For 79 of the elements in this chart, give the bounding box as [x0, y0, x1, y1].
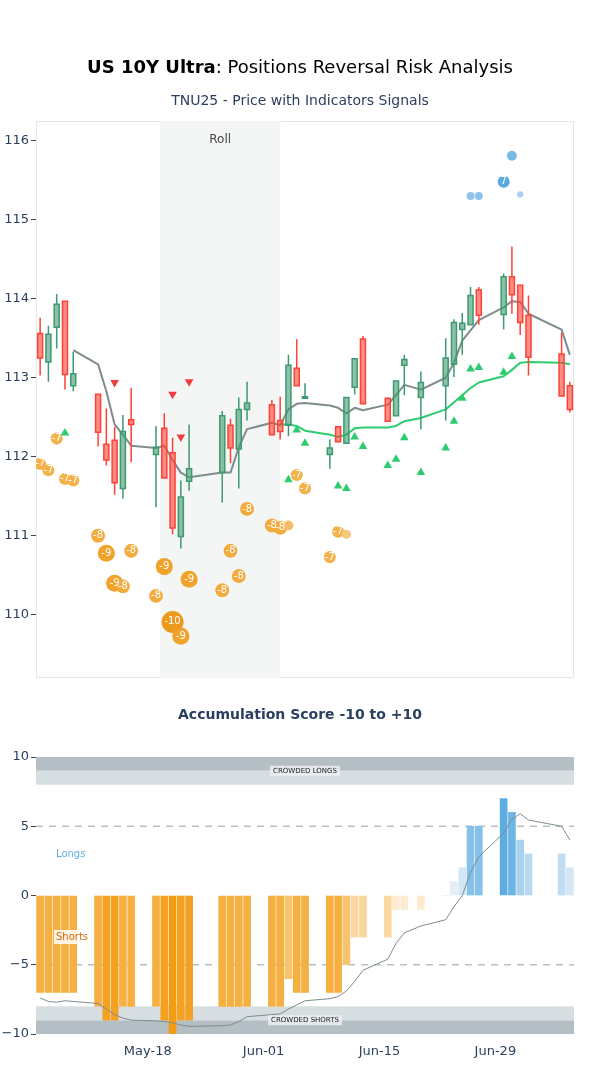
bar: [524, 853, 533, 896]
annotation: -8: [275, 521, 286, 533]
x-tick-label: Jun-15: [357, 1043, 401, 1059]
annotation: -7: [68, 474, 79, 486]
bar: [160, 895, 169, 1021]
bar: [458, 867, 467, 896]
bar: [557, 853, 566, 896]
y-tick-label: −5: [9, 956, 29, 972]
point: [391, 454, 401, 462]
point: [441, 443, 451, 451]
annotation: -9: [159, 560, 170, 572]
point: [449, 416, 459, 424]
annotation: -7: [35, 457, 46, 469]
y-tick-label: 10: [12, 748, 29, 764]
point: [300, 438, 310, 446]
bar: [383, 895, 392, 938]
x-tick-label: Jun-29: [473, 1043, 517, 1059]
point: [333, 481, 343, 489]
annotation: -10: [164, 615, 181, 627]
point: [416, 467, 426, 476]
bar: [152, 895, 160, 1007]
chart-title: US 10Y Ultra: Positions Reversal Risk Analysis: [87, 56, 513, 77]
annotation: -8: [151, 589, 162, 601]
y-tick-label: 110: [4, 606, 29, 622]
y-tick-label: 5: [20, 817, 29, 833]
bar: [508, 812, 516, 896]
y-tick-label: 112: [4, 448, 29, 464]
chart-title: Accumulation Score -10 to +10: [177, 706, 423, 722]
bar: [566, 867, 574, 896]
bar: [284, 895, 293, 979]
annotation: -7: [43, 463, 54, 475]
annotation: -7: [333, 525, 344, 537]
annotation: -7: [51, 432, 62, 444]
annotation: -8: [126, 544, 137, 556]
point: [399, 432, 409, 441]
point: [507, 351, 517, 359]
y-tick-label: 116: [4, 132, 29, 148]
annotation: 7: [500, 175, 507, 187]
annotation: -9: [184, 572, 195, 584]
annotation: -8: [225, 544, 236, 556]
point: [350, 432, 359, 440]
point: [342, 483, 351, 491]
y-tick-label: 0: [20, 886, 29, 902]
y-tick-label: 111: [4, 527, 29, 543]
x-tick-label: May-18: [123, 1043, 172, 1059]
bar: [94, 895, 102, 1007]
annotation: -8: [242, 502, 253, 514]
bar: [342, 895, 351, 966]
y-tick-label: 115: [4, 211, 29, 227]
bar: [168, 895, 177, 1034]
annotation: -8: [266, 519, 277, 531]
series-label: Shorts: [56, 930, 89, 942]
point: [383, 460, 393, 468]
annotation: -8: [93, 529, 104, 541]
x-tick-label: Jun-01: [241, 1043, 285, 1059]
point: [474, 362, 484, 370]
bar: [450, 881, 458, 896]
band-label: Roll: [209, 132, 232, 147]
point: [499, 367, 508, 375]
annotation: -7: [291, 468, 302, 480]
annotation: -7: [324, 550, 335, 562]
annotation: -8: [217, 583, 228, 595]
bar: [417, 895, 425, 910]
y-tick-label: −10: [1, 1025, 29, 1041]
bar: [516, 839, 525, 896]
annotation: -7: [300, 481, 310, 493]
point: [457, 393, 467, 401]
annotation: -9: [101, 546, 112, 558]
point: [358, 441, 368, 450]
annotation: -8: [233, 569, 244, 581]
point: [466, 364, 475, 372]
point: [284, 474, 293, 483]
y-tick-label: 113: [4, 369, 29, 385]
point: [60, 428, 70, 436]
chart-subtitle: TNU25 - Price with Indicators Signals: [170, 92, 430, 108]
annotation: -9: [175, 629, 186, 641]
y-tick-label: 114: [4, 290, 29, 306]
annotation: -9: [109, 576, 120, 588]
text: Longs: [56, 847, 86, 859]
